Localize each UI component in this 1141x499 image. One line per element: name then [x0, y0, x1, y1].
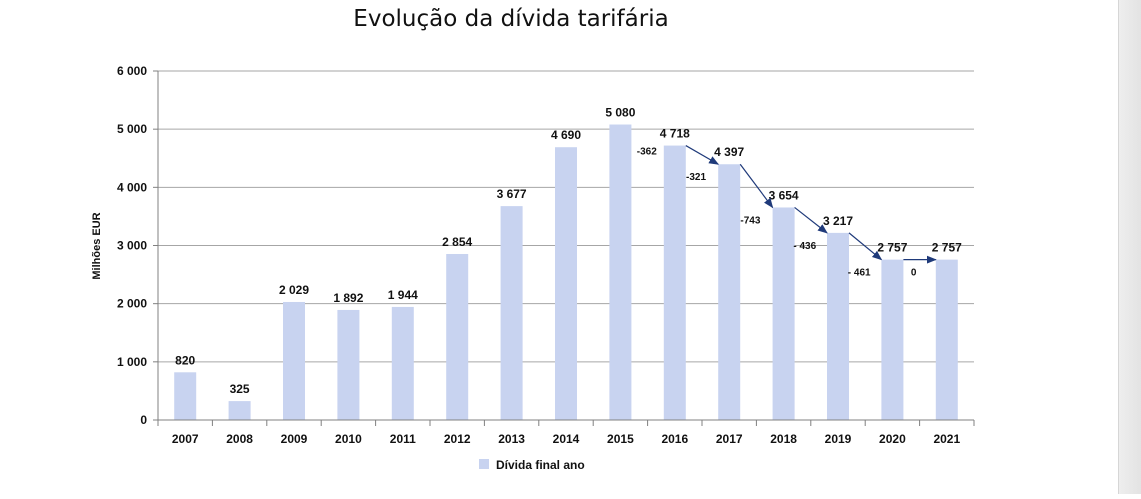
x-tick-label: 2021 — [933, 432, 960, 446]
bar — [174, 372, 197, 420]
change-label: -362 — [637, 147, 657, 158]
x-tick-label: 2011 — [390, 432, 416, 446]
y-tick-label: 3 000 — [117, 239, 147, 253]
bar — [718, 164, 741, 420]
bar — [663, 145, 686, 420]
x-tick-label: 2019 — [825, 432, 852, 446]
change-arrow — [794, 206, 828, 234]
change-label: -743 — [740, 215, 760, 226]
bar — [935, 259, 958, 420]
x-tick-label: 2020 — [879, 432, 906, 446]
bar — [228, 401, 251, 420]
bar-value-label: 2 757 — [877, 241, 907, 255]
x-tick-label: 2015 — [607, 432, 634, 446]
bar-value-label: 2 757 — [932, 241, 962, 255]
x-tick-label: 2008 — [226, 432, 253, 446]
legend-swatch — [479, 459, 489, 469]
bar — [283, 301, 305, 420]
chart-title: Evolução da dívida tarifária — [353, 6, 668, 32]
bar — [337, 309, 360, 420]
x-tick-label: 2017 — [716, 432, 743, 446]
bar-value-label: 5 080 — [605, 106, 635, 120]
bar-value-label: 325 — [230, 382, 250, 396]
x-tick-label: 2014 — [553, 432, 580, 446]
x-tick-label: 2009 — [281, 432, 308, 446]
y-tick-label: 6 000 — [117, 64, 147, 78]
bar — [446, 253, 469, 420]
bar — [772, 207, 795, 420]
x-tick-label: 2010 — [335, 432, 362, 446]
change-label: - 436 — [793, 241, 816, 252]
change-label: 0 — [911, 268, 917, 279]
bar-value-label: 2 854 — [442, 235, 472, 249]
bar-value-label: 3 677 — [497, 187, 527, 201]
change-arrow — [685, 145, 720, 165]
bars — [174, 124, 958, 420]
y-tick-label: 1 000 — [117, 355, 147, 369]
bar — [881, 259, 904, 420]
x-tick-label: 2018 — [770, 432, 797, 446]
bar-value-label: 1 944 — [388, 288, 418, 302]
bar-value-label: 3 654 — [769, 188, 799, 202]
y-axis-label: Milhões EUR — [91, 212, 103, 279]
bar-value-label: 4 690 — [551, 128, 581, 142]
x-tick-label: 2007 — [172, 432, 199, 446]
bar-value-label: 2 029 — [279, 283, 309, 297]
x-tick-label: 2013 — [498, 432, 525, 446]
legend: Dívida final ano — [479, 458, 585, 472]
bar — [609, 124, 632, 420]
change-arrow — [739, 163, 774, 209]
bar — [500, 206, 523, 420]
x-tick-label: 2012 — [444, 432, 471, 446]
change-arrow — [848, 232, 883, 261]
change-annotations: -321 -743 - 436 - 461 0 -362 — [637, 145, 937, 279]
bar-value-label: 3 217 — [823, 214, 853, 228]
y-tick-label: 5 000 — [117, 122, 147, 136]
bar-value-label: 4 397 — [714, 145, 744, 159]
bar — [391, 306, 414, 420]
y-tick-label: 4 000 — [117, 180, 147, 194]
legend-label: Dívida final ano — [496, 458, 585, 472]
window-edge — [1118, 0, 1141, 494]
bar-value-label: 4 718 — [660, 127, 690, 141]
y-tick-label: 0 — [140, 413, 147, 427]
data-labels: 820 325 2 029 1 892 1 944 2 854 3 677 4 690 5 08… — [175, 106, 962, 397]
y-tick-label: 2 000 — [117, 297, 147, 311]
change-label: -321 — [686, 172, 706, 183]
bar — [555, 147, 577, 420]
bar — [827, 232, 849, 420]
bar-value-label: 1 892 — [333, 291, 363, 305]
axes: 0 1 000 2 000 3 000 4 000 5 000 6 000 2007 2008 2… — [117, 64, 975, 446]
x-tick-label: 2016 — [661, 432, 688, 446]
bar-value-label: 820 — [175, 353, 195, 367]
change-label: - 461 — [848, 268, 871, 279]
